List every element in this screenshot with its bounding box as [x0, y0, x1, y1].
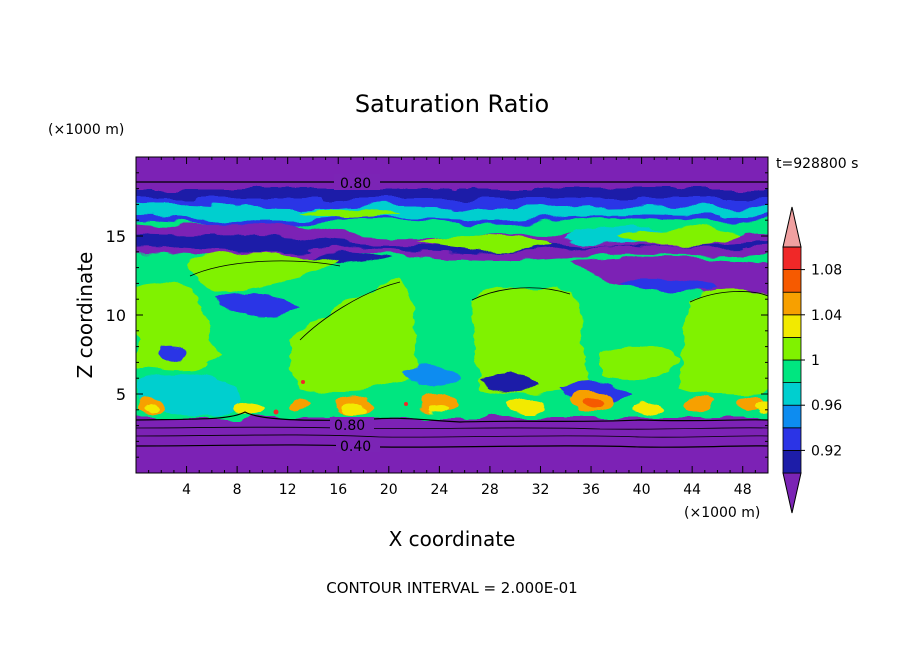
- x-tick-label: 48: [734, 482, 752, 498]
- y-unit-label: (×1000 m): [48, 122, 124, 138]
- y-tick-label: 10: [106, 306, 126, 325]
- colorbar-tick-label: 0.96: [811, 398, 842, 414]
- plot-area: 0.80 0.80 0.40: [136, 157, 768, 473]
- colorbar-swatch: [782, 427, 802, 451]
- x-tick-label: 16: [329, 482, 347, 498]
- x-tick-label: 12: [279, 482, 297, 498]
- colorbar-tick-label: 0.92: [811, 443, 842, 459]
- contour-label-bottom: 0.40: [340, 439, 371, 455]
- colorbar-tick-label: 1.08: [811, 263, 842, 279]
- colorbar-swatch: [782, 359, 802, 384]
- x-tick-label: 4: [182, 482, 191, 498]
- colorbar-extend-low: [782, 472, 802, 514]
- footer-note: CONTOUR INTERVAL = 2.000E-01: [326, 579, 577, 597]
- colorbar-extend-high: [782, 206, 802, 248]
- colorbar-swatch: [782, 246, 802, 271]
- x-tick-label: 24: [430, 482, 448, 498]
- chart-title: Saturation Ratio: [355, 90, 549, 118]
- colorbar-swatch: [782, 314, 802, 338]
- y-axis: 5 10 15: [106, 172, 768, 458]
- colorbar-swatch: [782, 382, 802, 406]
- contour-label-top: 0.80: [340, 176, 371, 192]
- colorbar-swatch: [782, 449, 802, 474]
- x-tick-label: 32: [532, 482, 550, 498]
- y-axis-label: Z coordinate: [73, 252, 97, 379]
- time-label: t=928800 s: [776, 156, 858, 172]
- colorbar-tick-label: 1.04: [811, 308, 842, 324]
- y-tick-label: 15: [106, 227, 126, 246]
- colorbar-tick-label: 1: [811, 353, 820, 369]
- y-tick-label: 5: [116, 385, 126, 404]
- colorbar-swatch: [782, 336, 802, 361]
- contour-label-low: 0.80: [334, 418, 365, 434]
- colorbar: 0.92 0.96 1 1.04 1.08: [782, 206, 842, 514]
- x-tick-label: 8: [233, 482, 242, 498]
- x-tick-label: 40: [633, 482, 651, 498]
- x-tick-label: 36: [582, 482, 600, 498]
- colorbar-swatch: [782, 269, 802, 293]
- x-tick-label: 44: [683, 482, 701, 498]
- x-unit-label: (×1000 m): [684, 505, 760, 521]
- x-axis: 4 8 12 16 20 24 28 32 36 40 44 48: [148, 157, 756, 498]
- x-tick-label: 20: [380, 482, 398, 498]
- colorbar-swatch: [782, 404, 802, 429]
- colorbar-swatch: [782, 291, 802, 316]
- x-tick-label: 28: [481, 482, 499, 498]
- x-axis-label: X coordinate: [389, 527, 516, 551]
